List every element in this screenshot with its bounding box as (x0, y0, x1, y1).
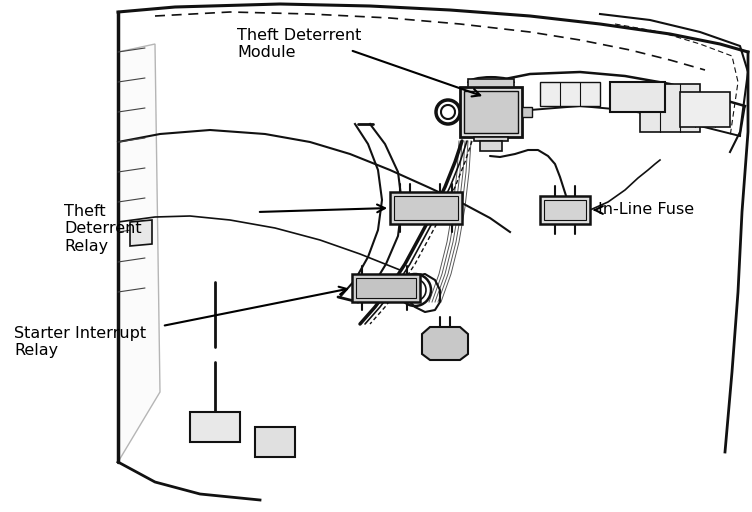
Polygon shape (422, 327, 468, 360)
Polygon shape (540, 82, 600, 106)
Polygon shape (130, 220, 152, 246)
Polygon shape (468, 79, 514, 87)
Polygon shape (394, 196, 458, 220)
Polygon shape (544, 200, 586, 220)
Polygon shape (352, 274, 420, 302)
Polygon shape (190, 412, 240, 442)
Polygon shape (460, 87, 522, 137)
Text: Theft Deterrent
Module: Theft Deterrent Module (237, 28, 362, 60)
Polygon shape (356, 278, 416, 298)
Polygon shape (474, 137, 508, 141)
Polygon shape (680, 92, 730, 127)
Text: Theft
Deterrent
Relay: Theft Deterrent Relay (64, 204, 141, 254)
Polygon shape (118, 44, 160, 462)
Polygon shape (540, 196, 590, 224)
Polygon shape (255, 427, 295, 457)
Polygon shape (522, 107, 532, 117)
Polygon shape (610, 82, 665, 112)
Polygon shape (480, 141, 502, 151)
Polygon shape (640, 84, 700, 132)
Polygon shape (390, 192, 462, 224)
Text: Starter Interrupt
Relay: Starter Interrupt Relay (14, 326, 146, 358)
Polygon shape (464, 91, 518, 133)
Text: In-Line Fuse: In-Line Fuse (598, 202, 694, 217)
